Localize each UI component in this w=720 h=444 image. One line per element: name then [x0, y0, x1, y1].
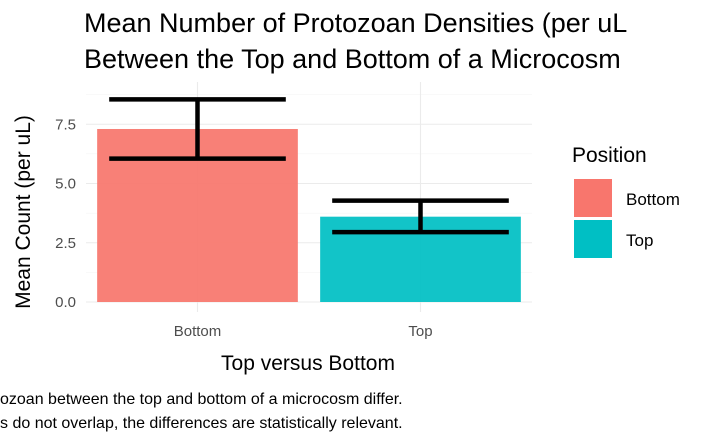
legend-swatch-bottom [574, 179, 612, 217]
y-tick-label: 2.5 [55, 235, 76, 252]
x-tick-label: Bottom [174, 323, 222, 340]
caption-line-1: ozoan between the top and bottom of a mi… [0, 391, 403, 408]
error-bars [109, 97, 509, 235]
legend-title: Position [572, 144, 647, 167]
error-bar-top [332, 198, 509, 235]
y-tick-label: 5.0 [55, 176, 76, 193]
bars [97, 128, 521, 302]
error-bar-bottom [109, 97, 286, 161]
y-axis-ticks: 0.0 2.5 5.0 7.5 [55, 116, 76, 311]
legend: Position Bottom Top [572, 144, 680, 258]
legend-swatch-top [574, 220, 612, 258]
y-axis-title: Mean Count (per uL) [12, 115, 35, 309]
caption-line-2: s do not overlap, the differences are st… [0, 415, 403, 432]
y-tick-label: 7.5 [55, 116, 76, 133]
y-tick-label: 0.0 [55, 294, 76, 311]
x-axis-ticks: Bottom Top [174, 323, 433, 340]
chart-title-line-2: Between the Top and Bottom of a Microcos… [84, 44, 621, 74]
x-axis-title: Top versus Bottom [221, 352, 395, 375]
chart-title-line-1: Mean Number of Protozoan Densities (per … [84, 8, 627, 38]
legend-label-bottom: Bottom [626, 190, 680, 209]
x-tick-label: Top [408, 323, 432, 340]
legend-label-top: Top [626, 231, 653, 250]
